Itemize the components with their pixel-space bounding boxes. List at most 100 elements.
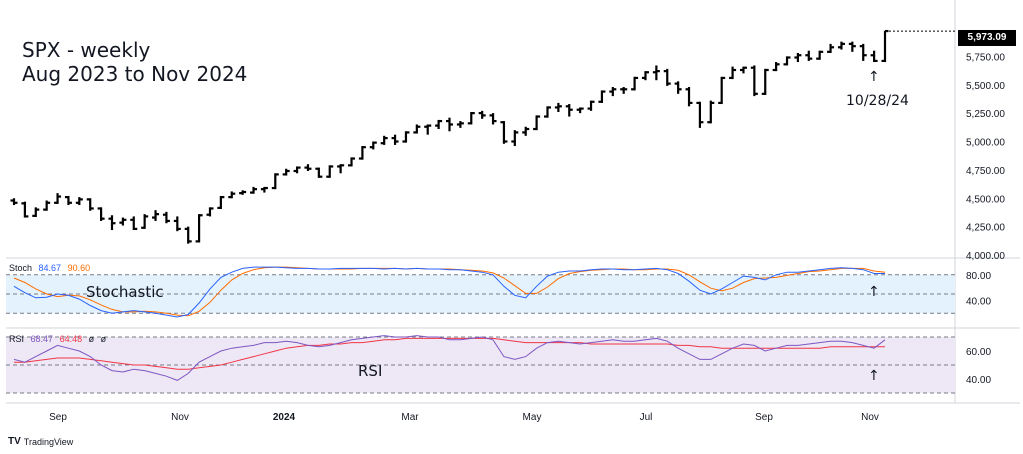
- tradingview-logo[interactable]: TV TradingView: [8, 436, 73, 447]
- ohlc-bar: [456, 121, 464, 128]
- ohlc-bar: [641, 71, 649, 81]
- ohlc-bar: [533, 115, 541, 131]
- ohlc-bar: [206, 207, 214, 217]
- ohlc-bar: [271, 173, 279, 190]
- ohlc-bar: [663, 68, 671, 86]
- ohlc-bar: [184, 226, 192, 244]
- ohlc-bar: [75, 197, 83, 206]
- tradingview-logo-text: TradingView: [23, 436, 74, 447]
- price-arrow-icon: ↑: [868, 69, 880, 85]
- rsi-legend[interactable]: RSI 68.47 64.48 ø ø: [9, 334, 110, 344]
- price-tick-label: 4,750.00: [966, 166, 1005, 177]
- ohlc-bar: [217, 195, 225, 210]
- ohlc-bar: [859, 43, 867, 61]
- rsi-line: [13, 335, 886, 381]
- rsi-arrow-icon: ↑: [868, 368, 880, 384]
- ohlc-bar: [380, 135, 388, 145]
- rsi-tick-label: 40.00: [966, 375, 991, 386]
- ohlc-bar: [162, 211, 170, 224]
- ohlc-bar: [598, 90, 606, 103]
- ohlc-bar: [413, 124, 421, 134]
- ohlc-bar: [141, 214, 149, 229]
- ohlc-bar: [816, 50, 824, 60]
- ohlc-bar: [369, 141, 377, 150]
- rsi-legend-v2: 64.48: [59, 334, 83, 344]
- ohlc-bar: [358, 146, 366, 160]
- price-tick-label: 4,500.00: [966, 194, 1005, 205]
- ohlc-bar: [772, 62, 780, 72]
- ohlc-bar: [729, 66, 737, 80]
- ohlc-bar: [326, 165, 334, 178]
- ohlc-bar: [260, 186, 268, 193]
- stochastic-annotation: Stochastic: [86, 283, 164, 301]
- ohlc-bar: [315, 167, 323, 178]
- ohlc-bar: [21, 201, 29, 218]
- ohlc-bar: [576, 107, 584, 114]
- stoch-band: [6, 274, 955, 314]
- ohlc-bar: [478, 110, 486, 119]
- ohlc-bar: [228, 191, 236, 199]
- ohlc-bar: [674, 81, 682, 94]
- ohlc-bar: [631, 76, 639, 91]
- ohlc-bar: [108, 215, 116, 231]
- time-tick-label: Jul: [640, 412, 653, 423]
- ohlc-bar: [337, 164, 345, 174]
- ohlc-bar: [348, 157, 356, 167]
- ohlc-bar: [97, 207, 105, 221]
- time-tick-label: Nov: [171, 412, 189, 423]
- stoch-legend-name: Stoch: [9, 263, 33, 273]
- rsi-legend-v4: ø: [100, 334, 107, 344]
- ohlc-bar: [587, 100, 595, 111]
- time-tick-label: Sep: [755, 412, 773, 423]
- ohlc-bar: [130, 216, 138, 231]
- stoch-legend-k: 84.67: [38, 263, 62, 273]
- ohlc-bar: [250, 186, 258, 194]
- ohlc-bar: [239, 190, 247, 195]
- time-tick-label: 2024: [273, 412, 296, 423]
- rsi-tick-label: 60.00: [966, 347, 991, 358]
- ohlc-bar: [739, 66, 747, 74]
- ohlc-bar: [467, 111, 475, 125]
- last-price-label: 5,973.09: [958, 30, 1016, 46]
- ohlc-bar: [304, 164, 312, 172]
- stoch-legend-d: 90.60: [67, 263, 91, 273]
- stoch-legend[interactable]: Stoch 84.67 90.60: [9, 263, 94, 273]
- price-tick-label: 5,750.00: [966, 52, 1005, 63]
- time-tick-label: May: [523, 412, 542, 423]
- ohlc-bar: [446, 117, 453, 132]
- ohlc-bar: [195, 214, 203, 243]
- ohlc-bar: [554, 102, 562, 112]
- price-tick-label: 5,000.00: [966, 138, 1005, 149]
- price-tick-label: 5,250.00: [966, 109, 1005, 120]
- ohlc-bar: [86, 198, 94, 211]
- stoch-k-line: [13, 266, 885, 318]
- ohlc-bar: [543, 106, 551, 118]
- ohlc-bar: [64, 195, 72, 206]
- ohlc-bar: [293, 166, 301, 174]
- time-tick-label: Mar: [401, 412, 419, 423]
- ohlc-bar: [750, 65, 758, 97]
- ohlc-bar: [32, 207, 40, 217]
- ohlc-bar: [848, 41, 856, 52]
- date-annotation: 10/28/24: [846, 93, 909, 109]
- ohlc-bar: [707, 100, 715, 124]
- price-tick-label: 4,250.00: [966, 223, 1005, 234]
- ohlc-bar: [565, 104, 573, 117]
- ohlc-bar: [761, 68, 769, 95]
- ohlc-bar: [685, 87, 693, 107]
- ohlc-bar: [609, 87, 617, 97]
- ohlc-bar: [43, 200, 51, 211]
- ohlc-bar: [870, 50, 878, 63]
- ohlc-bar: [696, 101, 704, 128]
- ohlc-bar: [435, 119, 443, 130]
- price-tick-label: 4,000.00: [966, 251, 1005, 262]
- stoch-tick-label: 80.00: [966, 271, 991, 282]
- chart-title-line2: Aug 2023 to Nov 2024: [22, 62, 248, 86]
- ohlc-bar: [10, 198, 18, 206]
- ohlc-bar: [794, 52, 802, 63]
- stoch-d-line: [13, 266, 886, 317]
- ohlc-bar: [620, 87, 628, 94]
- ohlc-bar: [783, 56, 791, 66]
